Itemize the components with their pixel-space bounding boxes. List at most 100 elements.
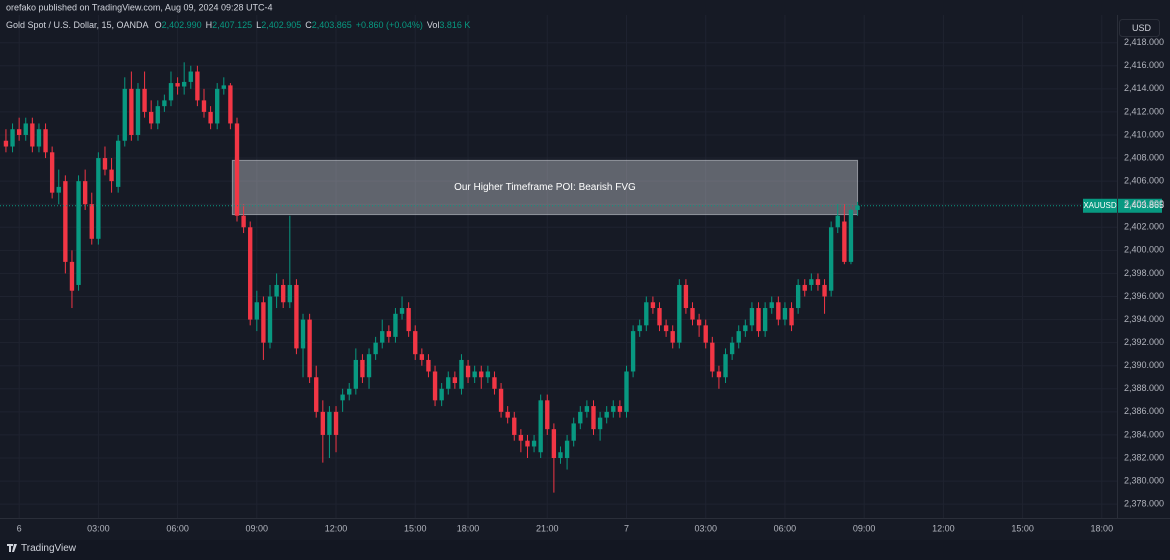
candle-body [617, 406, 623, 412]
candle-body [789, 308, 794, 326]
candle-body [399, 308, 405, 314]
candle-body [347, 388, 352, 395]
x-tick-label: 18:00 [1091, 523, 1114, 533]
candle-body [584, 406, 590, 412]
y-tick-label: 2,412.000 [1124, 106, 1164, 116]
candle-body [241, 215, 246, 228]
legend-value: 2,402.990 [162, 20, 202, 30]
candle-body [650, 302, 656, 309]
candle-body [531, 440, 537, 447]
zone: Our Higher Timeframe POI: Bearish FVG [231, 159, 859, 216]
legend-line: Gold Spot / U.S. Dollar, 15, OANDA O2,402… [6, 20, 470, 30]
candle-body [782, 308, 788, 320]
candle-body [729, 342, 735, 355]
candle-body [274, 284, 279, 297]
candle-body [168, 83, 174, 101]
candle-body [208, 111, 213, 124]
candle-body [248, 227, 253, 320]
x-tick-label: 15:00 [1011, 523, 1034, 533]
candle-body [393, 313, 398, 337]
currency-box[interactable] [1119, 19, 1160, 37]
candle-body [439, 388, 444, 401]
legend-key: L [256, 20, 261, 30]
candle-body [545, 400, 550, 430]
x-tick-label: 03:00 [87, 523, 110, 533]
y-tick-label: 2,382.000 [1124, 452, 1164, 462]
x-tick-label: 15:00 [404, 523, 427, 533]
candle-body [386, 331, 392, 337]
legend-value: 2,407.125 [212, 20, 252, 30]
candle-body [597, 417, 603, 430]
candle-body [320, 411, 325, 435]
y-tick-label: 2,406.000 [1124, 176, 1164, 186]
candle-body [307, 319, 312, 378]
candle-body [743, 325, 748, 332]
brand: TradingView [21, 543, 77, 554]
candle-body [703, 325, 708, 343]
x-tick-label: 21:00 [536, 523, 559, 533]
candles [3, 62, 860, 493]
candle-body [551, 429, 557, 459]
candle-body [762, 308, 768, 332]
y-tick-label: 2,408.000 [1124, 152, 1164, 162]
y-tick-label: 2,392.000 [1124, 337, 1164, 347]
candle-body [23, 123, 28, 135]
candle-body [716, 371, 722, 378]
poi-label: Our Higher Timeframe POI: Bearish FVG [454, 182, 636, 193]
candle-body [505, 411, 510, 418]
candle-body [89, 204, 94, 239]
candle-body [591, 406, 596, 430]
y-tick-label: 2,418.000 [1124, 37, 1164, 47]
candle-body [353, 359, 359, 389]
last-price-box [1118, 198, 1162, 213]
candle-body [201, 100, 207, 112]
candle-body [188, 71, 193, 82]
candle-body [267, 296, 273, 343]
legend-key: H [206, 20, 213, 30]
candle-body [102, 158, 108, 170]
candle-body [459, 359, 464, 389]
candle-body [538, 400, 543, 453]
y-tick-label: 2,378.000 [1124, 499, 1164, 509]
candle-body [446, 377, 451, 389]
candle-body [10, 129, 15, 147]
candle-body [426, 359, 431, 372]
y-tick-label: 2,390.000 [1124, 360, 1164, 370]
candle-body [670, 331, 675, 343]
candle-body [142, 88, 147, 112]
candle-body [82, 181, 88, 205]
legend-key: C [305, 20, 312, 30]
last-price-label: 2,403.865 [1124, 200, 1164, 210]
currency[interactable]: USD [1132, 23, 1152, 33]
candle-body [604, 411, 609, 418]
footer [0, 540, 1170, 560]
candle-body [287, 284, 292, 303]
candle-body [228, 85, 233, 124]
candle-body [795, 284, 801, 309]
candle-body [663, 325, 669, 332]
candle-body [333, 411, 339, 435]
candle-body [76, 181, 81, 285]
candle-body [558, 452, 563, 459]
candle-body [406, 308, 411, 332]
candle-body [432, 371, 438, 401]
candle-body [314, 377, 319, 412]
y-tick-label: 2,380.000 [1124, 475, 1164, 485]
candle-body [472, 371, 477, 378]
candle-body [571, 423, 576, 441]
candle-body [215, 88, 220, 124]
x-tick-label: 12:00 [932, 523, 955, 533]
candle-body [769, 302, 774, 309]
candle-body [465, 365, 471, 378]
x-tick-label: 12:00 [325, 523, 348, 533]
y-tick-label: 2,394.000 [1124, 314, 1164, 324]
candle-body [175, 83, 180, 87]
candle-body [294, 284, 299, 349]
candle-body [360, 359, 365, 378]
volume-key: Vol [427, 20, 440, 30]
candle-body [155, 106, 160, 124]
candle-body [611, 406, 616, 412]
candle-body [518, 434, 524, 441]
brand-logo [7, 544, 17, 552]
